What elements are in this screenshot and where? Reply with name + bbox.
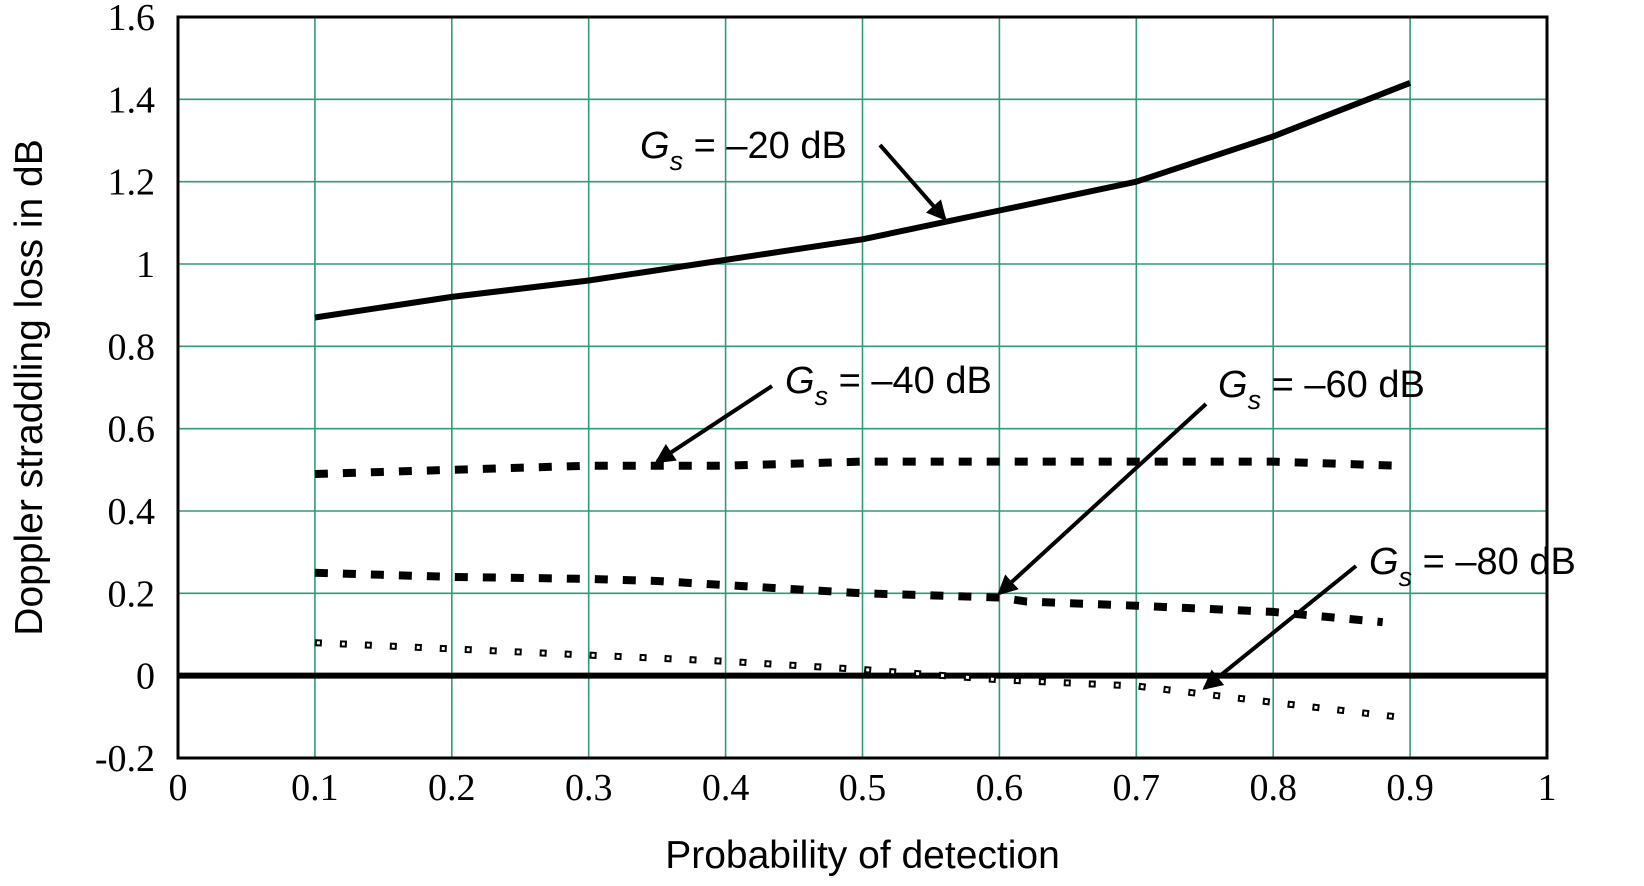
annotation-label-4: Gs = –80 dB xyxy=(1369,541,1576,592)
x-tick-label-8: 0.8 xyxy=(1249,767,1297,809)
x-tick-label-0: 0 xyxy=(169,767,188,809)
x-tick-label-5: 0.5 xyxy=(839,767,887,809)
x-tick-label-7: 0.7 xyxy=(1113,767,1161,809)
x-tick-label-3: 0.3 xyxy=(565,767,613,809)
series-line-2 xyxy=(314,457,1397,478)
annotation-arrow-3 xyxy=(997,402,1208,596)
annotation-label-1: Gs = –20 dB xyxy=(640,125,847,176)
y-tick-label-1: 0 xyxy=(136,656,155,698)
annotation-arrow-4 xyxy=(1202,564,1358,690)
y-tick-label-6: 1 xyxy=(136,244,155,286)
series-group xyxy=(178,80,1547,721)
x-tick-label-2: 0.2 xyxy=(428,767,476,809)
x-axis-label: Probability of detection xyxy=(665,834,1060,877)
y-tick-label-0: -0.2 xyxy=(95,738,155,780)
y-axis-label: Doppler straddling loss in dB xyxy=(8,139,51,635)
annotation-label-2: Gs = –40 dB xyxy=(785,360,992,411)
x-tick-label-9: 0.9 xyxy=(1386,767,1434,809)
y-tick-label-2: 0.2 xyxy=(108,573,156,615)
tick-labels: 0 0.1 0.2 0.3 0.4 0.5 0.6 0.7 0.8 0.9 1 -0.2 0 0.2 0.4… xyxy=(95,0,1557,809)
annotation-label-3: Gs = –60 dB xyxy=(1218,364,1425,415)
y-tick-label-7: 1.2 xyxy=(108,162,156,204)
y-tick-label-3: 0.4 xyxy=(108,491,156,533)
x-tick-label-6: 0.6 xyxy=(976,767,1024,809)
plot-border xyxy=(176,15,1549,760)
y-tick-label-9: 1.6 xyxy=(108,0,156,39)
y-tick-label-4: 0.6 xyxy=(108,409,156,451)
y-tick-label-8: 1.4 xyxy=(108,79,156,121)
x-tick-label-10: 1 xyxy=(1538,767,1557,809)
series-line-4 xyxy=(314,639,1397,721)
x-tick-label-1: 0.1 xyxy=(291,767,339,809)
series-line-4-marker xyxy=(314,641,1397,719)
annotation-arrow-2 xyxy=(654,384,774,464)
x-tick-label-4: 0.4 xyxy=(702,767,750,809)
series-line-1 xyxy=(314,80,1412,321)
y-tick-label-5: 0.8 xyxy=(108,326,156,368)
series-line-3 xyxy=(314,568,1384,627)
plot-frame xyxy=(176,15,1549,760)
annotation-arrow-1 xyxy=(878,143,947,221)
annotations: Gs = –20 dB Gs = –40 dB Gs = –60 dB Gs = –8… xyxy=(640,125,1576,690)
